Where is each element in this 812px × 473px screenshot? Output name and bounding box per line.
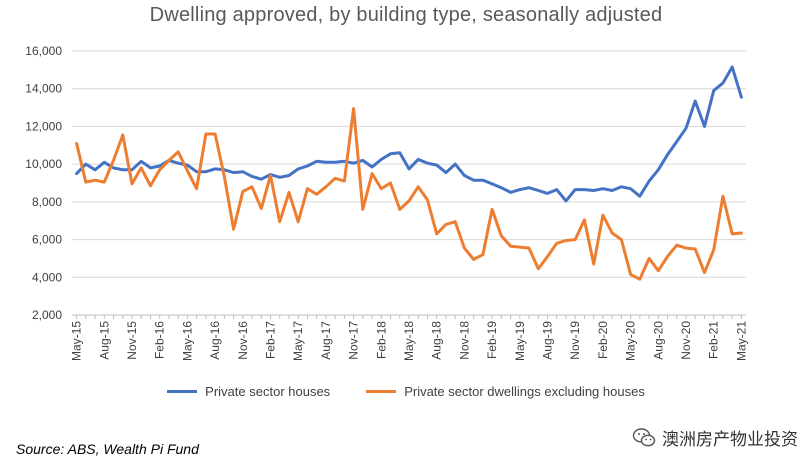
x-tick-label: May-15 [70, 321, 84, 361]
legend-item-houses[interactable]: Private sector houses [167, 384, 330, 399]
x-tick-label: May-21 [734, 321, 748, 361]
y-axis: 2,000 4,000 6,000 8,000 10,000 12,000 14,000 16… [25, 44, 62, 322]
x-tick-label: May-19 [513, 321, 527, 361]
x-tick-label: Aug-16 [208, 321, 222, 360]
y-tick-label: 14,000 [25, 82, 62, 96]
x-tick-label: Nov-15 [125, 321, 139, 360]
y-tick-label: 10,000 [25, 157, 62, 171]
x-axis: May-15 Aug-15 Nov-15 Feb-16 May-16 Aug-16 Nov-… [70, 315, 748, 361]
chart-legend: Private sector houses Private sector dwe… [0, 384, 812, 399]
legend-swatch-dwellings [366, 390, 397, 393]
wechat-logo-icon [632, 427, 656, 446]
y-tick-label: 4,000 [32, 270, 62, 284]
legend-label-dwellings: Private sector dwellings excluding house… [404, 384, 645, 399]
x-tick-label: Nov-20 [679, 321, 693, 360]
x-tick-label: Feb-18 [374, 321, 388, 359]
x-tick-label: May-16 [180, 321, 194, 361]
x-tick-label: Aug-15 [97, 321, 111, 360]
line-chart: 2,000 4,000 6,000 8,000 10,000 12,000 14,000 16… [25, 44, 748, 361]
x-tick-label: Feb-17 [264, 321, 278, 359]
source-note: Source: ABS, Wealth Pi Fund [16, 441, 199, 457]
legend-item-dwellings[interactable]: Private sector dwellings excluding house… [366, 384, 645, 399]
x-tick-label: Nov-19 [568, 321, 582, 360]
x-tick-label: Nov-16 [236, 321, 250, 360]
x-tick-label: May-20 [624, 321, 638, 361]
watermark-text: 澳洲房产物业投资 [662, 430, 798, 449]
x-tick-label: Feb-16 [153, 321, 167, 359]
x-tick-label: Aug-20 [651, 321, 665, 360]
x-tick-label: Nov-17 [347, 321, 361, 360]
series-lines [75, 65, 743, 281]
y-tick-label: 16,000 [25, 44, 62, 58]
legend-swatch-houses [167, 390, 198, 393]
legend-label-houses: Private sector houses [205, 384, 331, 399]
x-tick-label: Aug-18 [430, 321, 444, 360]
y-tick-label: 2,000 [32, 308, 62, 322]
y-tick-label: 6,000 [32, 233, 62, 247]
grid-lines [72, 50, 746, 316]
series-line-dwellings [75, 107, 743, 281]
x-tick-label: Nov-18 [457, 321, 471, 360]
x-tick-label: Feb-20 [596, 321, 610, 359]
x-tick-label: May-18 [402, 321, 416, 361]
x-tick-label: Feb-21 [707, 321, 721, 359]
x-tick-label: Aug-19 [540, 321, 554, 360]
series-line-houses [75, 65, 743, 203]
x-tick-label: May-17 [291, 321, 305, 361]
watermark: 澳洲房产物业投资 [632, 425, 798, 450]
y-tick-label: 8,000 [32, 195, 62, 209]
x-tick-label: Aug-17 [319, 321, 333, 360]
y-tick-label: 12,000 [25, 119, 62, 133]
chart-title: Dwelling approved, by building type, sea… [149, 4, 663, 26]
x-tick-label: Feb-19 [485, 321, 499, 359]
